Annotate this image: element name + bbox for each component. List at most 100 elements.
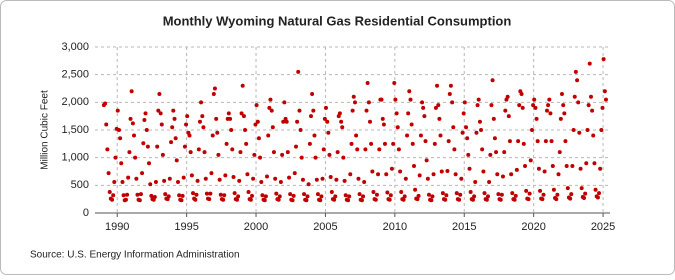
point <box>320 176 325 181</box>
point <box>380 116 385 121</box>
point <box>573 69 578 74</box>
point <box>544 108 549 113</box>
point <box>557 150 562 155</box>
point <box>401 197 406 202</box>
point <box>128 116 133 121</box>
point <box>447 92 452 97</box>
point <box>262 198 267 203</box>
point <box>376 172 381 177</box>
point <box>126 175 131 180</box>
point <box>587 61 592 66</box>
point <box>304 198 309 203</box>
point <box>492 136 497 141</box>
point <box>406 111 411 116</box>
point <box>584 161 589 166</box>
point <box>215 130 220 135</box>
point <box>548 111 553 116</box>
point <box>290 198 295 203</box>
y-tick-label: 500 <box>71 179 89 191</box>
x-tick-label: 2025 <box>591 221 615 233</box>
point <box>585 128 590 132</box>
point <box>540 197 545 202</box>
point <box>554 197 559 202</box>
point <box>323 105 328 110</box>
point <box>590 108 595 113</box>
point <box>507 139 512 144</box>
point <box>516 139 521 144</box>
point <box>593 187 598 192</box>
point <box>284 119 289 124</box>
point <box>451 125 456 130</box>
point <box>550 163 555 168</box>
point <box>152 194 157 199</box>
point <box>446 139 451 144</box>
point <box>370 169 375 174</box>
point <box>255 119 260 124</box>
point <box>188 150 193 155</box>
point <box>189 173 194 178</box>
point <box>409 122 414 127</box>
point <box>241 114 246 119</box>
point <box>170 125 175 130</box>
point <box>207 197 212 202</box>
point <box>588 94 593 99</box>
source-note: Source: U.S. Energy Information Administ… <box>30 250 240 261</box>
point <box>547 97 552 102</box>
point <box>394 111 399 116</box>
point <box>224 141 229 146</box>
point <box>558 116 563 121</box>
point <box>429 198 434 203</box>
point <box>280 152 285 157</box>
point <box>490 78 495 83</box>
point <box>191 191 196 196</box>
point <box>105 147 110 152</box>
point <box>155 144 160 149</box>
point <box>430 194 435 199</box>
point <box>249 193 254 198</box>
point <box>359 198 364 203</box>
point <box>468 189 473 194</box>
point <box>485 194 490 199</box>
point <box>603 97 608 102</box>
point <box>438 133 443 138</box>
x-tick-label: 2015 <box>452 221 476 233</box>
point <box>221 197 226 202</box>
point <box>384 172 389 177</box>
point <box>489 103 494 108</box>
point <box>230 147 235 152</box>
point <box>181 175 186 180</box>
point <box>253 122 258 127</box>
point <box>193 197 198 202</box>
point <box>297 108 302 113</box>
point <box>467 166 472 171</box>
point <box>367 119 372 124</box>
point <box>195 178 200 183</box>
point <box>464 125 469 130</box>
point <box>408 97 413 102</box>
point <box>417 173 422 178</box>
point <box>185 114 190 119</box>
point <box>529 128 534 132</box>
point <box>237 178 242 183</box>
point <box>305 194 310 199</box>
x-tick-label: 1995 <box>174 221 198 233</box>
point <box>568 196 573 201</box>
point <box>598 166 603 171</box>
point <box>231 175 236 180</box>
point <box>382 141 387 146</box>
point <box>597 191 602 196</box>
point <box>332 197 337 202</box>
point <box>319 194 324 199</box>
point <box>602 89 607 94</box>
point <box>267 105 272 110</box>
point <box>277 194 282 199</box>
point <box>106 171 111 176</box>
point <box>202 150 207 155</box>
point <box>601 57 606 62</box>
point <box>120 180 125 185</box>
point <box>160 152 165 157</box>
point <box>291 193 296 198</box>
point <box>405 133 410 138</box>
point <box>196 147 201 152</box>
point <box>517 103 522 108</box>
